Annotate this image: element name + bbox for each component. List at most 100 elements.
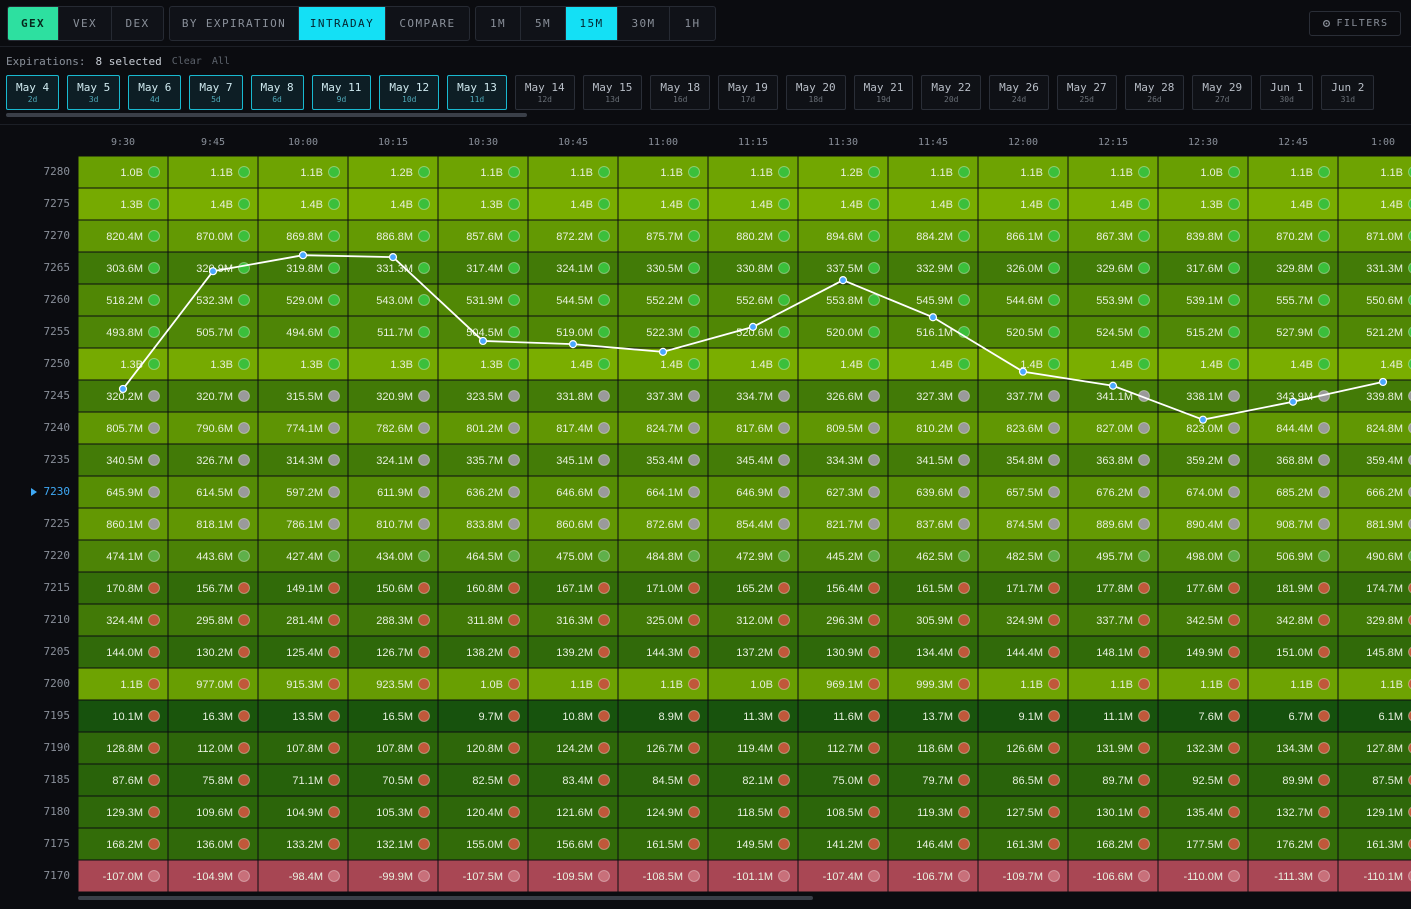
cell-value: 338.1M xyxy=(1186,391,1223,403)
cell-value: 685.2M xyxy=(1276,487,1313,499)
cell-value: 324.9M xyxy=(1006,615,1043,627)
trend-dot xyxy=(778,294,790,306)
strike-label: 7240 xyxy=(44,421,71,434)
trend-dot xyxy=(778,486,790,498)
expiration-chip[interactable]: May 20 18d xyxy=(785,75,846,110)
all-link[interactable]: All xyxy=(211,55,230,67)
scrollbar[interactable] xyxy=(78,896,813,900)
cell-value: 331.8M xyxy=(556,391,593,403)
trend-dot xyxy=(328,166,340,178)
tab[interactable]: INTRADAY xyxy=(299,7,386,40)
cell-value: 130.2M xyxy=(196,647,233,659)
trend-dot xyxy=(148,806,160,818)
expirations-bar: Expirations: 8 selected Clear All xyxy=(6,53,230,69)
cell-value: 7.6M xyxy=(1199,711,1223,723)
tab[interactable]: 1M xyxy=(476,7,521,40)
cell-value: 341.1M xyxy=(1096,391,1133,403)
expiration-chip[interactable]: May 14 12d xyxy=(514,75,575,110)
tab[interactable]: VEX xyxy=(59,7,112,40)
cell-value: 8.9M xyxy=(659,711,683,723)
tab[interactable]: 5M xyxy=(521,7,566,40)
cell-value: 126.6M xyxy=(1006,743,1043,755)
cell-value: 314.3M xyxy=(286,455,323,467)
expiration-chip[interactable]: May 26 24d xyxy=(989,75,1049,110)
cell-value: 1.0B xyxy=(750,679,773,691)
expiration-chip[interactable]: May 4 2d xyxy=(6,75,60,110)
cell-value: 144.0M xyxy=(106,647,143,659)
expiration-chip[interactable]: May 5 3d xyxy=(67,75,121,110)
tab[interactable]: DEX xyxy=(125,17,150,30)
expiration-chip[interactable]: May 11 9d xyxy=(311,75,372,110)
expiration-chip[interactable]: Jun 2 31d xyxy=(1321,75,1375,110)
filters-button[interactable]: FILTERS xyxy=(1309,11,1401,36)
expiration-chip[interactable]: May 21 19d xyxy=(853,75,914,110)
cell-value: 16.3M xyxy=(202,711,233,723)
expiration-chip[interactable]: May 18 16d xyxy=(650,75,711,110)
clear-link[interactable]: Clear xyxy=(171,55,202,67)
trend-dot xyxy=(778,710,790,722)
cell-value: -107.4M xyxy=(823,871,863,883)
cell-value: 329.8M xyxy=(1276,263,1313,275)
cell-value: 9.7M xyxy=(479,711,503,723)
trend-dot xyxy=(1138,870,1150,882)
expiration-chip[interactable]: May 28 26d xyxy=(1124,75,1185,110)
trend-dot xyxy=(958,422,970,434)
chip-dte: 17d xyxy=(740,95,756,104)
cell-value: 177.6M xyxy=(1186,583,1223,595)
cell-value: 1.4B xyxy=(660,359,683,371)
cell-value: 354.8M xyxy=(1006,455,1043,467)
cell-value: 87.5M xyxy=(1372,775,1403,787)
cell-value: 434.0M xyxy=(376,551,413,563)
expiration-chip[interactable]: May 6 4d xyxy=(128,75,182,110)
cell-value: 833.8M xyxy=(466,519,503,531)
cell-value: 339.8M xyxy=(1366,391,1403,403)
trend-dot xyxy=(1408,582,1411,594)
tab[interactable]: 15M xyxy=(566,7,618,40)
trend-dot xyxy=(778,326,790,338)
trend-dot xyxy=(148,262,160,274)
cell-value: 1.4B xyxy=(570,199,593,211)
trend-dot xyxy=(688,422,700,434)
cell-value: 146.4M xyxy=(916,839,953,851)
cell-value: 1.4B xyxy=(1020,359,1043,371)
tab[interactable]: GEX xyxy=(8,7,59,40)
tab[interactable]: BY EXPIRATION xyxy=(170,7,299,40)
trend-dot xyxy=(418,582,430,594)
cell-value: 1.4B xyxy=(930,199,953,211)
expiration-chip[interactable]: May 13 11d xyxy=(447,75,507,110)
strike-label: 7235 xyxy=(44,453,71,466)
spot-point xyxy=(298,251,308,260)
trend-dot xyxy=(778,518,790,530)
cell-value: 646.6M xyxy=(556,487,593,499)
trend-dot xyxy=(598,870,610,882)
expiration-chip[interactable]: Jun 1 30d xyxy=(1260,75,1314,110)
cell-value: 144.3M xyxy=(646,647,683,659)
trend-dot xyxy=(1408,166,1411,178)
trend-dot xyxy=(958,614,970,626)
tab[interactable]: COMPARE xyxy=(399,17,456,30)
strike-label: 7260 xyxy=(44,293,71,306)
tab[interactable]: 30M xyxy=(618,7,670,40)
trend-dot xyxy=(688,230,700,242)
cell-value: 342.5M xyxy=(1186,615,1223,627)
trend-dot xyxy=(238,582,250,594)
tab[interactable]: 1H xyxy=(684,17,701,30)
expiration-chip[interactable]: May 29 27d xyxy=(1192,75,1253,110)
expiration-chip[interactable]: May 7 5d xyxy=(189,75,243,110)
expiration-chip[interactable]: May 19 17d xyxy=(718,75,778,110)
scrollbar[interactable] xyxy=(6,113,527,117)
expiration-chip[interactable]: May 27 25d xyxy=(1056,75,1117,110)
expiration-chip[interactable]: May 22 20d xyxy=(921,75,982,110)
cell-value: 1.4B xyxy=(1380,359,1403,371)
trend-dot xyxy=(328,262,340,274)
cell-value: 149.9M xyxy=(1186,647,1223,659)
expiration-chip[interactable]: May 15 13d xyxy=(582,75,643,110)
trend-dot xyxy=(1138,198,1150,210)
expiration-chip[interactable]: May 12 10d xyxy=(379,75,440,110)
trend-dot xyxy=(1408,678,1411,690)
strike-label: 7175 xyxy=(44,837,71,850)
cell-value: 1.4B xyxy=(300,199,323,211)
strike-label: 7280 xyxy=(44,165,71,178)
expiration-chip[interactable]: May 8 6d xyxy=(250,75,304,110)
cell-value: 342.8M xyxy=(1276,615,1313,627)
